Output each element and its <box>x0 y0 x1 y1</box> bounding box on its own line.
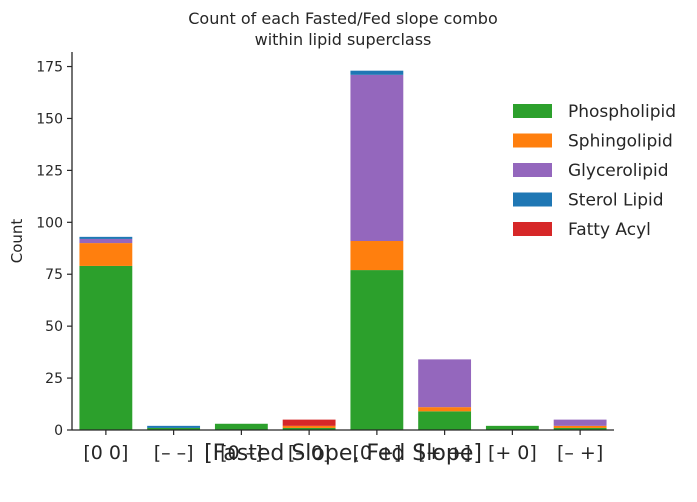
bar-glycerolipid-5 <box>350 74 404 241</box>
bar-sterol-lipid-5 <box>350 70 404 75</box>
bar-phospholipid-5 <box>350 270 404 430</box>
bar-phospholipid-2 <box>147 427 201 430</box>
bar-phospholipid-6 <box>418 411 472 430</box>
y-tick-label-175: 175 <box>36 60 63 76</box>
x-tick-label-7: [+ 0] <box>488 442 537 464</box>
bar-glycerolipid-6 <box>418 359 472 408</box>
legend-swatch-sterol-lipid <box>513 192 552 207</box>
y-tick-label-150: 150 <box>36 111 63 127</box>
x-tick-label-2: [– –] <box>154 442 194 464</box>
legend-swatch-sphingolipid <box>513 133 552 148</box>
y-tick-label-75: 75 <box>45 267 63 283</box>
x-axis-label: [Fasted Slope, Fed Slope] <box>204 441 482 466</box>
bar-sphingolipid-8 <box>553 425 607 428</box>
bar-sphingolipid-1 <box>79 243 133 266</box>
y-tick-label-100: 100 <box>36 215 63 231</box>
x-tick-label-6: [+ +] <box>418 442 471 464</box>
bar-fatty-acyl-4 <box>282 419 336 426</box>
bar-sterol-lipid-2 <box>147 425 201 428</box>
legend-label-sphingolipid: Sphingolipid <box>568 132 673 152</box>
x-tick-label-1: [0 0] <box>83 442 128 464</box>
bar-sphingolipid-6 <box>418 407 472 412</box>
y-axis-label: Count <box>8 219 26 264</box>
x-tick-label-3: [0 –] <box>220 442 262 464</box>
x-tick-label-5: [0 +] <box>352 442 401 464</box>
x-tick-label-4: [– 0] <box>288 442 330 464</box>
bar-phospholipid-4 <box>282 427 336 430</box>
legend-swatch-phospholipid <box>513 104 552 118</box>
bar-sphingolipid-5 <box>350 241 404 271</box>
bar-glycerolipid-1 <box>79 238 133 244</box>
bar-phospholipid-7 <box>485 425 539 430</box>
legend-label-fatty-acyl: Fatty Acyl <box>568 220 651 240</box>
legend: Phospholipid Sphingolipid Glycerolipid Ster… <box>513 102 676 240</box>
x-tick-label-8: [– +] <box>557 442 603 464</box>
legend-label-glycerolipid: Glycerolipid <box>568 161 669 181</box>
bar-phospholipid-3 <box>214 423 268 430</box>
chart-title-line-2: within lipid superclass <box>255 30 432 49</box>
y-tick-label-25: 25 <box>45 371 63 387</box>
legend-swatch-fatty-acyl <box>513 222 552 236</box>
y-tick-label-50: 50 <box>45 319 63 335</box>
y-tick-label-0: 0 <box>54 423 63 439</box>
bar-phospholipid-8 <box>553 427 607 430</box>
legend-swatch-glycerolipid <box>513 163 552 177</box>
chart-title-line-1: Count of each Fasted/Fed slope combo <box>188 9 498 28</box>
bar-sterol-lipid-1 <box>79 236 133 239</box>
bar-sphingolipid-4 <box>282 425 336 428</box>
x-ticks-group: [0 0] [– –] [0 –] [– 0] [0 +] [+ +] [+ 0] [– +] <box>83 430 603 464</box>
legend-label-phospholipid: Phospholipid <box>568 102 676 122</box>
bar-phospholipid-1 <box>79 265 133 430</box>
legend-label-sterol-lipid: Sterol Lipid <box>568 191 664 211</box>
bar-glycerolipid-8 <box>553 419 607 426</box>
y-tick-label-125: 125 <box>36 163 63 179</box>
bars-group <box>79 70 607 430</box>
y-ticks-group: 0 25 50 75 100 125 150 175 <box>36 60 72 439</box>
